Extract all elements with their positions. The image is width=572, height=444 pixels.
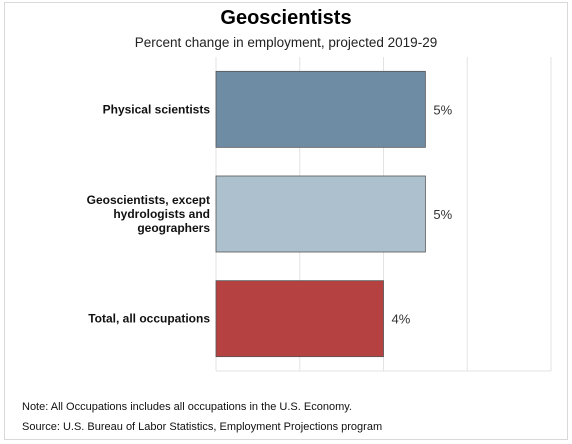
bar <box>215 70 426 148</box>
category-label: Physical scientists <box>103 102 211 116</box>
category-label: Geoscientists, except hydrologists and geo… <box>87 193 211 235</box>
bar <box>215 175 426 253</box>
chart-frame <box>4 2 568 440</box>
labels: 5% Physical scientists 5% Geoscientists, ex… <box>87 102 453 326</box>
value-label: 5% <box>433 207 452 222</box>
value-label: 5% <box>433 102 452 117</box>
category-label: Total, all occupations <box>88 312 210 326</box>
chart-title: Geoscientists <box>220 7 352 29</box>
bars <box>215 70 426 358</box>
source-note: Source: U.S. Bureau of Labor Statistics,… <box>22 421 383 433</box>
value-label: 4% <box>392 312 411 327</box>
chart-subtitle: Percent change in employment, projected … <box>134 35 438 50</box>
footnote: Note: All Occupations includes all occup… <box>22 401 352 413</box>
bar <box>215 280 384 358</box>
